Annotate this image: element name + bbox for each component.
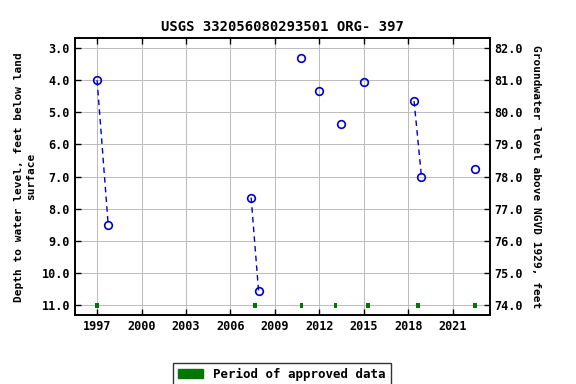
Title: USGS 332056080293501 ORG- 397: USGS 332056080293501 ORG- 397 (161, 20, 404, 35)
Y-axis label: Groundwater level above NGVD 1929, feet: Groundwater level above NGVD 1929, feet (531, 45, 541, 308)
Y-axis label: Depth to water level, feet below land
surface: Depth to water level, feet below land su… (14, 52, 36, 301)
Bar (366, 303, 370, 308)
Legend: Period of approved data: Period of approved data (173, 363, 391, 384)
Bar (95, 303, 99, 308)
Bar (253, 303, 257, 308)
Bar (473, 303, 477, 308)
Bar (334, 303, 338, 308)
Bar (416, 303, 420, 308)
Bar (300, 303, 304, 308)
